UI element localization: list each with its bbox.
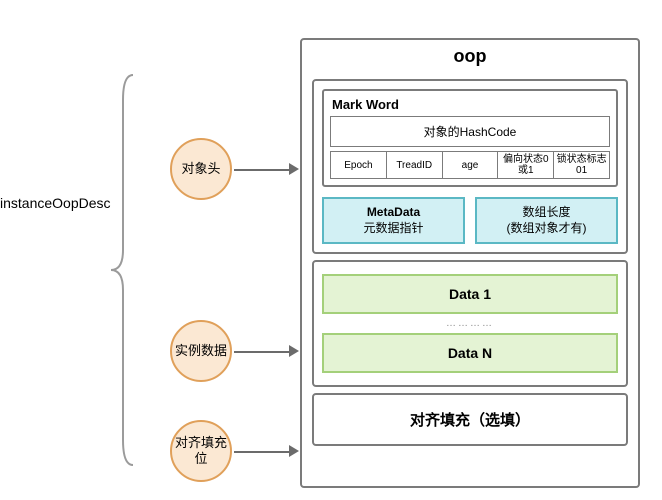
circle-padding-label: 对齐填充位 (172, 435, 230, 466)
arraylen-l2: (数组对象才有) (507, 221, 587, 235)
oop-container: oop Mark Word 对象的HashCode Epoch TreadID … (300, 38, 640, 488)
mark-word-cells-row: Epoch TreadID age 偏向状态0或1 锁状态标志01 (330, 151, 610, 179)
padding-label: 对齐填充（选填） (314, 395, 626, 444)
oop-title: oop (302, 40, 638, 73)
circle-instance-data-label: 实例数据 (175, 343, 227, 359)
mw-cell-lock: 锁状态标志01 (554, 151, 610, 179)
mw-cell-threadid: TreadID (387, 151, 443, 179)
meta-row: MetaData 元数据指针 数组长度 (数组对象才有) (322, 197, 618, 244)
metadata-cell: MetaData 元数据指针 (322, 197, 465, 244)
metadata-l2: 元数据指针 (363, 221, 423, 235)
arrow-3 (234, 451, 289, 453)
circle-object-header: 对象头 (170, 138, 232, 200)
arrow-1 (234, 169, 289, 171)
circle-instance-data: 实例数据 (170, 320, 232, 382)
arraylen-l1: 数组长度 (522, 205, 570, 219)
mark-word-title: Mark Word (332, 97, 610, 112)
data-dots: ………… (322, 318, 618, 329)
instance-data-section: Data 1 ………… Data N (312, 260, 628, 387)
arrow-2-head (289, 345, 299, 357)
arrow-2 (234, 351, 289, 353)
mw-cell-bias: 偏向状态0或1 (498, 151, 554, 179)
circle-padding: 对齐填充位 (170, 420, 232, 482)
mw-cell-epoch: Epoch (330, 151, 387, 179)
mark-word-hash: 对象的HashCode (330, 116, 610, 147)
padding-section: 对齐填充（选填） (312, 393, 628, 446)
instance-oop-desc-label: instanceOopDesc (0, 195, 110, 211)
mw-cell-age: age (443, 151, 499, 179)
mark-word-block: Mark Word 对象的HashCode Epoch TreadID age … (322, 89, 618, 187)
arrow-3-head (289, 445, 299, 457)
metadata-l1: MetaData (367, 205, 420, 219)
object-header-section: Mark Word 对象的HashCode Epoch TreadID age … (312, 79, 628, 254)
data-1: Data 1 (322, 274, 618, 314)
array-length-cell: 数组长度 (数组对象才有) (475, 197, 618, 244)
circle-object-header-label: 对象头 (181, 161, 220, 177)
arrow-1-head (289, 163, 299, 175)
left-brace (105, 70, 135, 470)
data-n: Data N (322, 333, 618, 373)
